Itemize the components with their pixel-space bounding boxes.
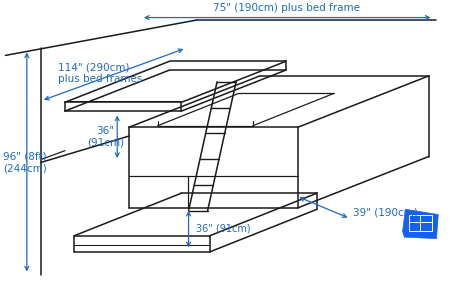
Text: 39" (190cm): 39" (190cm) bbox=[352, 208, 416, 218]
Text: 36"
(91cm): 36" (91cm) bbox=[87, 126, 124, 148]
Text: 75" (190cm) plus bed frame: 75" (190cm) plus bed frame bbox=[212, 4, 359, 14]
Text: 114" (290cm)
plus bed frames: 114" (290cm) plus bed frames bbox=[58, 62, 142, 84]
Text: 36" (91cm): 36" (91cm) bbox=[195, 223, 250, 233]
Text: 96" (8ft)
(244cm): 96" (8ft) (244cm) bbox=[3, 152, 47, 173]
Polygon shape bbox=[402, 209, 437, 239]
